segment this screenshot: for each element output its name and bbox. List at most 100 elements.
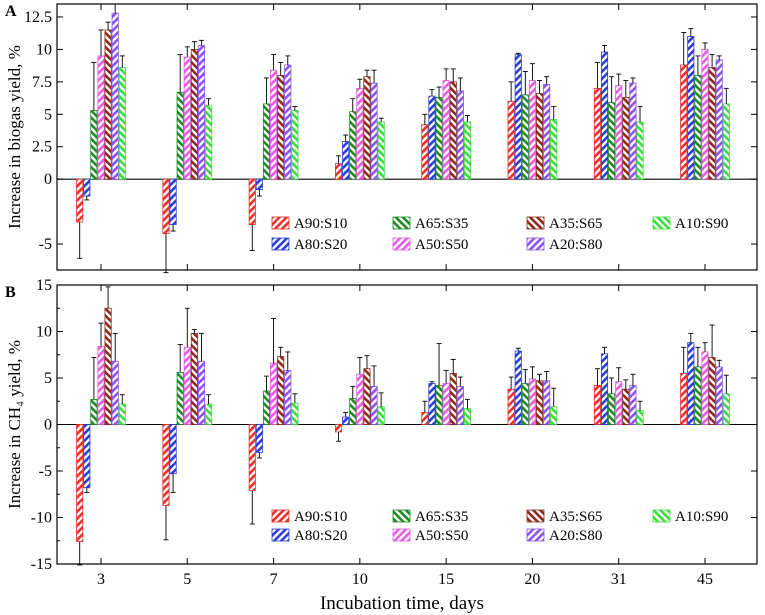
bar-a50-s50-day-20: [528, 80, 536, 180]
bar-a80-s20-day-31: [600, 51, 609, 180]
panel-a-biogas-chart: -5 0 2.5 5 7.5 10 12.5 Increase in biogas yield…: [5, 3, 758, 274]
x-tick-label: 5: [183, 571, 191, 588]
bar-a50-s50-day-15: [442, 383, 450, 425]
bar-a65-s35-day-7: [262, 103, 271, 180]
bar-a50-s50-day-15: [442, 80, 450, 180]
y-tick-label: 5: [44, 370, 52, 387]
bar-a20-s80-day-5: [197, 360, 206, 425]
bar-a65-s35-day-7: [262, 390, 271, 425]
bar-a65-s35-day-15: [435, 97, 443, 180]
bar-a65-s35-day-45: [694, 366, 702, 425]
x-tick-label: 3: [97, 571, 105, 588]
bar-a35-s65-day-45: [708, 357, 716, 425]
legend-swatch-a80-s20: [271, 237, 290, 251]
legend-label-a10-s90: A10:S90: [675, 509, 728, 525]
bar-a10-s90-day-3: [118, 67, 126, 180]
bar-a20-s80-day-5: [197, 45, 206, 180]
bar-a20-s80-day-31: [629, 82, 637, 180]
bar-a50-s50-day-10: [356, 87, 364, 180]
legend-label-a90-s10: A90:S10: [294, 216, 347, 232]
bar-a35-s65-day-7: [277, 74, 285, 180]
bar-a35-s65-day-3: [104, 29, 112, 180]
bar-a10-s90-day-5: [205, 403, 213, 425]
x-tick-label: 7: [270, 571, 278, 588]
y-tick-label: -5: [39, 236, 52, 253]
bar-a20-s80-day-7: [284, 64, 292, 180]
legend-a: A90:S10 A80:S20 A65:S35 A50:S50 A35:S65 A20:S…: [271, 216, 728, 253]
bar-a50-s50-day-5: [183, 56, 191, 180]
bar-a50-s50-day-7: [270, 69, 278, 180]
bar-a65-s35-day-15: [435, 385, 443, 425]
bar-a50-s50-day-3: [97, 55, 105, 180]
x-tick-label: 45: [697, 571, 713, 588]
legend-swatch-a20-s80: [526, 237, 545, 251]
bar-a90-s10-day-7: [248, 424, 256, 491]
legend-swatch-a35-s65: [526, 216, 545, 230]
bar-a50-s50-day-5: [183, 346, 191, 425]
bar-a20-s80-day-20: [543, 84, 551, 180]
bar-a65-s35-day-31: [608, 393, 616, 425]
bar-a35-s65-day-10: [363, 368, 371, 425]
bar-a10-s90-day-7: [291, 402, 299, 425]
plot-frame-a: [56, 3, 758, 271]
bar-a35-s65-day-5: [190, 49, 198, 180]
bar-a35-s65-day-15: [449, 81, 457, 180]
bar-a10-s90-day-7: [291, 110, 299, 180]
bar-a10-s90-day-45: [722, 103, 730, 180]
y-axis-label-a: Increase in biogas yield, %: [5, 45, 24, 229]
bar-a20-s80-day-20: [543, 380, 551, 425]
bar-a90-s10-day-15: [421, 124, 429, 180]
bar-a35-s65-day-5: [190, 332, 198, 425]
bar-a35-s65-day-7: [277, 356, 285, 425]
bar-a90-s10-day-3: [76, 178, 84, 223]
bar-a10-s90-day-20: [550, 119, 558, 180]
bar-a65-s35-day-31: [608, 102, 616, 180]
bar-a10-s90-day-5: [205, 104, 213, 180]
legend-label-a20-s80: A20:S80: [549, 237, 602, 253]
legend-swatch-a10-s90: [652, 509, 671, 523]
y-tick-label: 5: [44, 106, 52, 123]
bar-a10-s90-day-10: [377, 406, 385, 425]
bar-a80-s20-day-15: [428, 383, 436, 425]
x-tick-label: 31: [611, 571, 627, 588]
y-tick-label: 10: [36, 324, 52, 341]
bar-a80-s20-day-10: [342, 141, 350, 180]
bar-a80-s20-day-5: [169, 178, 177, 225]
y-axis-label-b: Increase in CH₄ yield, %: [5, 340, 24, 509]
bar-a50-s50-day-10: [356, 373, 364, 425]
bar-a10-s90-day-10: [377, 121, 385, 180]
bar-a50-s50-day-31: [615, 85, 623, 180]
legend-label-a20-s80: A20:S80: [549, 528, 602, 544]
legend-label-a10-s90: A10:S90: [675, 216, 728, 232]
bar-a80-s20-day-3: [83, 178, 91, 197]
bar-a20-s80-day-7: [284, 370, 292, 425]
y-tick-label: -15: [31, 556, 52, 573]
bar-a65-s35-day-3: [90, 398, 98, 425]
bar-a35-s65-day-45: [708, 67, 716, 180]
y-tick-label: 10: [36, 41, 52, 58]
bar-a50-s50-day-20: [528, 378, 536, 425]
legend-label-a35-s65: A35:S65: [549, 216, 602, 232]
legend-swatch-a65-s35: [392, 509, 411, 523]
legend-label-a80-s20: A80:S20: [294, 528, 347, 544]
panel-label-a: A: [5, 3, 17, 20]
legend-label-a65-s35: A65:S35: [415, 216, 468, 232]
bar-a90-s10-day-10: [335, 424, 343, 433]
bar-a10-s90-day-15: [463, 121, 471, 180]
y-tick-label: 0: [44, 171, 52, 188]
bar-a90-s10-day-7: [248, 178, 256, 225]
bar-a20-s80-day-3: [111, 360, 119, 425]
bar-a35-s65-day-20: [535, 93, 544, 180]
bar-a20-s80-day-45: [715, 366, 723, 425]
panel-label-b: B: [5, 284, 16, 301]
bar-a80-s20-day-31: [600, 353, 609, 425]
bar-a65-s35-day-5: [176, 372, 184, 425]
bar-a80-s20-day-45: [687, 36, 695, 180]
bar-a35-s65-day-15: [449, 372, 457, 425]
legend-label-a90-s10: A90:S10: [294, 509, 347, 525]
bar-a20-s80-day-3: [111, 12, 119, 180]
legend-label-a50-s50: A50:S50: [415, 528, 468, 544]
bar-a90-s10-day-10: [335, 163, 343, 180]
y-tick-label: 7.5: [32, 74, 52, 91]
